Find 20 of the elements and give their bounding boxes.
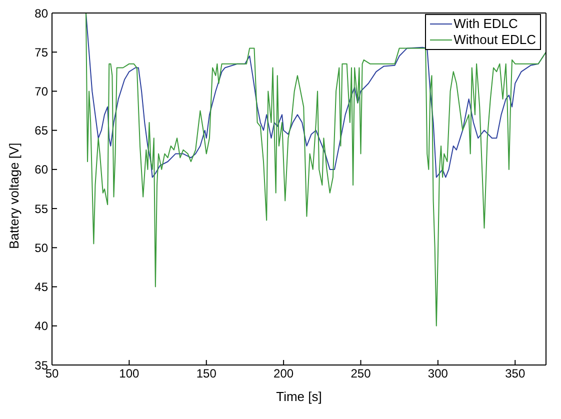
y-axis-title: Battery voltage [V]: [6, 142, 22, 249]
y-tick-label: 65: [34, 124, 48, 138]
y-tick-label: 40: [34, 319, 48, 334]
x-tick-label: 350: [505, 366, 526, 381]
y-tick-label: 45: [34, 280, 48, 294]
y-tick-label: 75: [34, 45, 48, 60]
y-tick-label: 60: [34, 162, 48, 177]
y-tick-label: 50: [34, 240, 48, 255]
x-tick-label: 250: [350, 366, 372, 381]
y-tick-label: 80: [34, 6, 48, 20]
x-tick-label: 200: [274, 366, 294, 381]
y-tick-label: 70: [34, 84, 48, 98]
x-axis-title: Time [s]: [276, 389, 322, 404]
x-tick-label: 300: [428, 366, 448, 381]
legend-label: With EDLC: [454, 16, 518, 32]
y-tick-label: 55: [34, 202, 48, 216]
legend-label: Without EDLC: [454, 32, 536, 48]
x-tick-label: 150: [196, 366, 217, 381]
x-tick-label: 100: [119, 366, 140, 381]
line-series: [85, 13, 546, 326]
